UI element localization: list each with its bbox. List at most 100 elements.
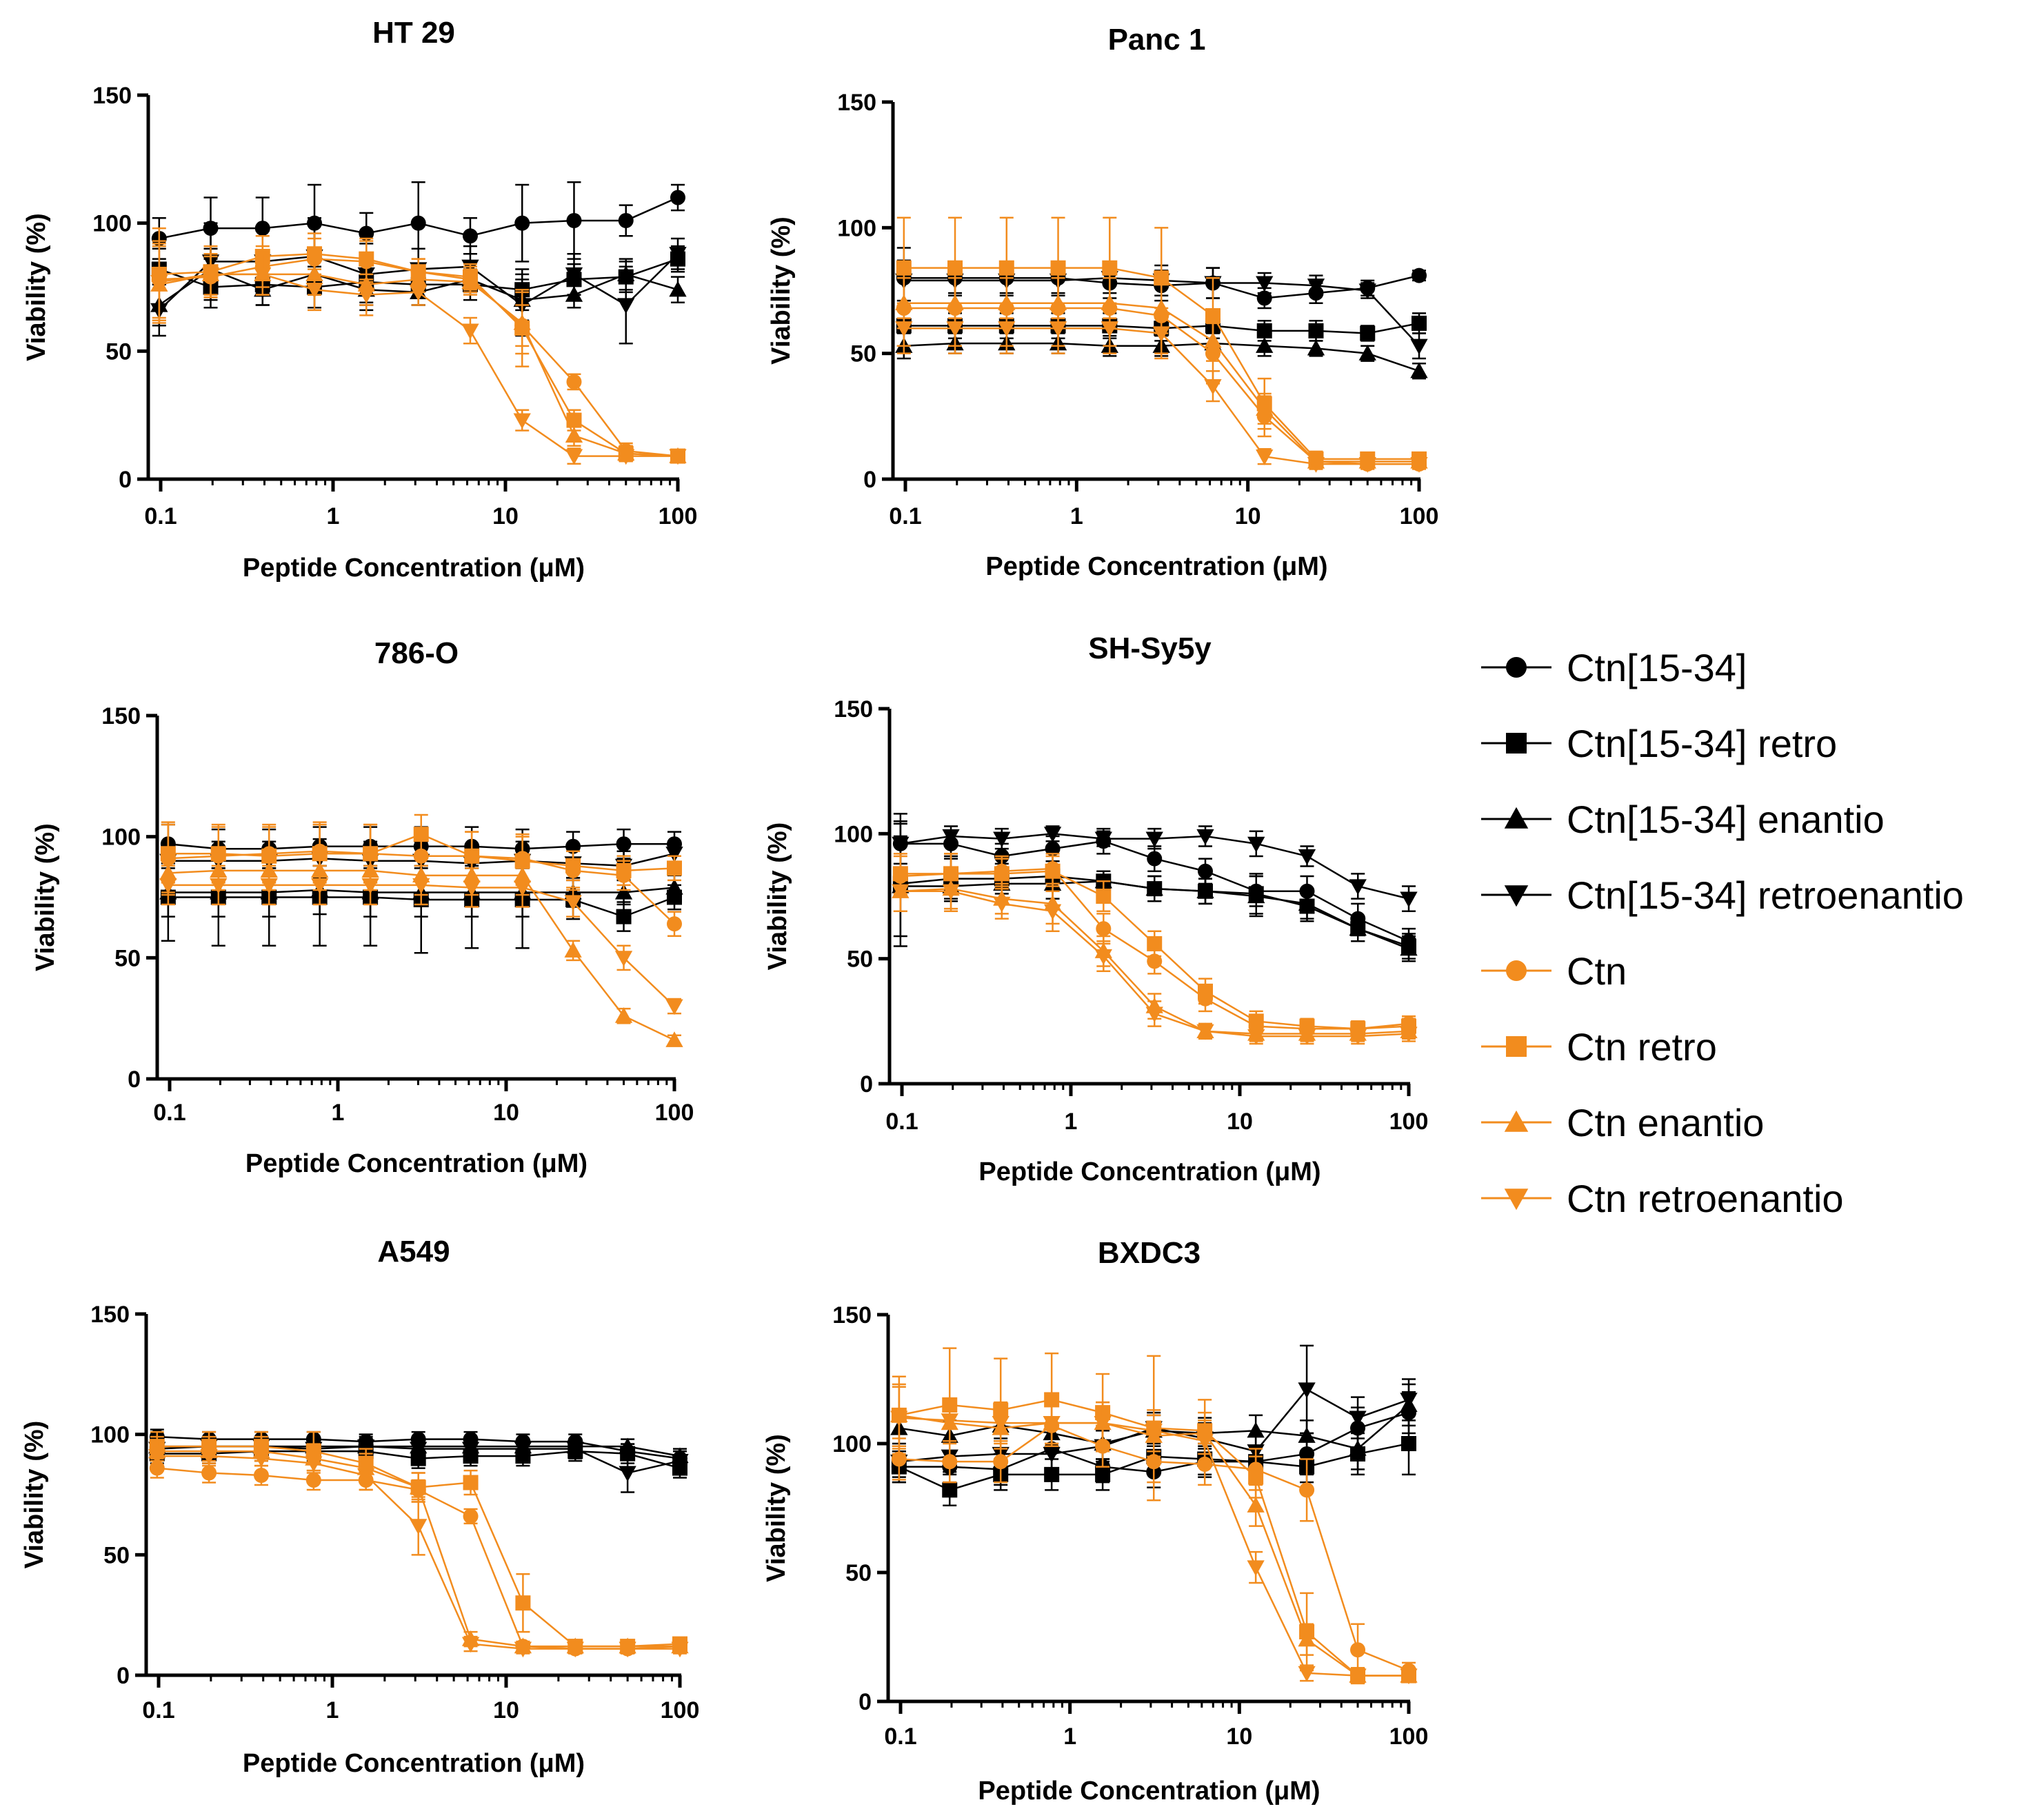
data-point xyxy=(461,1442,480,1458)
x-tick-label: 10 xyxy=(493,1697,519,1723)
data-point xyxy=(1256,337,1274,353)
series-7 xyxy=(148,1440,689,1658)
data-point xyxy=(1043,1415,1061,1432)
legend-entry: Ctn[15-34] enantio xyxy=(1481,798,1885,841)
data-point xyxy=(670,190,685,205)
data-point xyxy=(1349,879,1367,896)
data-point xyxy=(671,1453,689,1470)
y-tick-label: 50 xyxy=(847,947,873,973)
x-tick-label: 100 xyxy=(655,1100,694,1126)
data-point xyxy=(1400,940,1418,956)
legend-entry: Ctn enantio xyxy=(1481,1101,1764,1144)
x-axis-label: Peptide Concentration (μM) xyxy=(243,1749,585,1778)
x-tick-label: 10 xyxy=(493,1100,519,1126)
data-point xyxy=(1204,332,1222,348)
data-point xyxy=(254,267,272,283)
legend-label: Ctn[15-34] retroenantio xyxy=(1567,873,1964,917)
y-tick-label: 100 xyxy=(832,1431,872,1457)
data-point xyxy=(1049,294,1067,310)
data-point xyxy=(992,1415,1010,1432)
series-7 xyxy=(159,865,683,1015)
data-point xyxy=(463,1508,479,1524)
data-point xyxy=(1043,827,1062,842)
data-point xyxy=(619,1641,636,1658)
data-point xyxy=(410,285,428,301)
chart-title: BXDC3 xyxy=(1098,1236,1201,1270)
data-point xyxy=(463,1475,479,1490)
chart-title: SH-Sy5y xyxy=(1088,631,1212,665)
data-point xyxy=(564,942,582,958)
data-point xyxy=(566,1442,584,1458)
data-point xyxy=(1247,887,1265,904)
x-tick-label: 10 xyxy=(492,503,519,529)
data-point xyxy=(254,221,270,236)
data-point xyxy=(1044,1466,1060,1482)
chart-panel: BXDC3 0 50 100 150 0.1 1 10 100 Peptide Concentra… xyxy=(762,1236,1428,1806)
data-point xyxy=(1410,362,1428,378)
data-point xyxy=(357,287,375,304)
data-point xyxy=(892,884,910,900)
data-point xyxy=(1205,307,1221,323)
data-point xyxy=(1147,936,1163,951)
y-tick-label: 0 xyxy=(860,1071,873,1098)
y-tick-label: 150 xyxy=(837,90,876,116)
data-point xyxy=(1298,895,1316,911)
data-point xyxy=(1096,921,1112,937)
data-point xyxy=(1096,889,1112,904)
data-point xyxy=(1043,1446,1061,1463)
data-point xyxy=(565,858,581,873)
data-point xyxy=(566,212,582,228)
series-5 xyxy=(151,227,685,464)
data-point xyxy=(1196,829,1214,845)
data-point xyxy=(1256,323,1272,338)
data-point xyxy=(305,1473,321,1488)
data-point xyxy=(942,1482,958,1498)
data-point xyxy=(1045,841,1061,857)
legend-marker xyxy=(1504,1189,1529,1211)
data-point xyxy=(1147,851,1163,867)
data-point xyxy=(1248,1469,1264,1485)
data-point xyxy=(1410,338,1428,355)
data-point xyxy=(1299,1482,1315,1498)
data-point xyxy=(1298,1630,1316,1647)
data-point xyxy=(1145,1424,1163,1439)
data-point xyxy=(461,323,479,340)
legend-marker xyxy=(1504,807,1529,829)
legend-entry: Ctn retro xyxy=(1481,1025,1717,1069)
data-point xyxy=(616,909,632,924)
data-point xyxy=(1095,1466,1111,1482)
legend-label: Ctn xyxy=(1567,949,1627,993)
data-point xyxy=(1400,891,1418,908)
data-point xyxy=(669,281,687,297)
y-tick-label: 50 xyxy=(850,341,876,367)
data-point xyxy=(1400,1393,1418,1409)
data-point xyxy=(1196,882,1214,898)
series-7 xyxy=(895,302,1428,473)
data-point xyxy=(461,273,479,290)
series-7 xyxy=(150,243,687,465)
data-point xyxy=(1256,449,1274,465)
data-point xyxy=(1256,276,1274,292)
x-tick-label: 0.1 xyxy=(153,1100,185,1126)
data-point xyxy=(1298,849,1316,865)
data-point xyxy=(253,1468,269,1484)
data-point xyxy=(998,260,1014,276)
data-point xyxy=(1094,1415,1112,1432)
data-point xyxy=(998,294,1016,310)
data-point xyxy=(1204,378,1222,395)
data-point xyxy=(665,1031,683,1047)
data-point xyxy=(252,1451,270,1468)
y-tick-label: 150 xyxy=(90,1302,130,1328)
data-point xyxy=(998,321,1016,337)
data-point xyxy=(1256,290,1272,306)
series-6 xyxy=(895,277,1428,470)
x-tick-label: 10 xyxy=(1227,1109,1253,1135)
x-tick-label: 1 xyxy=(326,1697,339,1723)
x-tick-label: 1 xyxy=(1070,503,1083,529)
x-tick-label: 0.1 xyxy=(885,1109,918,1135)
legend-marker xyxy=(1506,733,1527,754)
data-point xyxy=(669,449,687,465)
legend-entry: Ctn retroenantio xyxy=(1481,1177,1844,1220)
data-point xyxy=(614,883,633,900)
data-point xyxy=(1147,953,1163,969)
